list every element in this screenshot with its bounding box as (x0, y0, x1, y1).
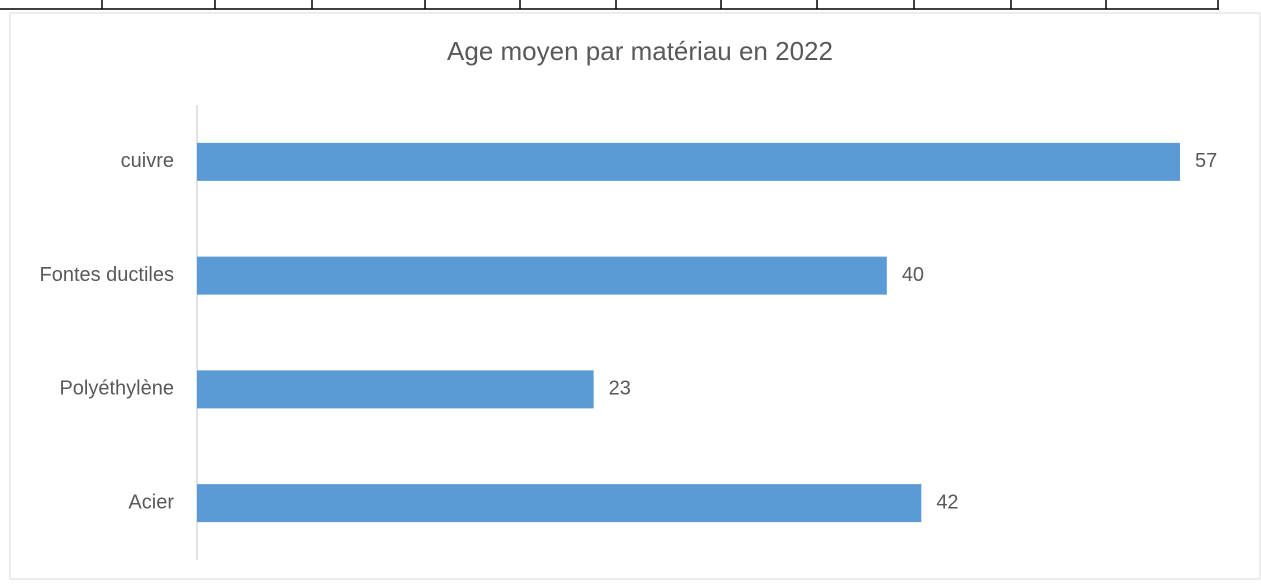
y-tick-label: Acier (128, 491, 174, 513)
bar (197, 256, 887, 295)
chart-title: Age moyen par matériau en 2022 (447, 36, 833, 66)
y-tick-label: cuivre (121, 150, 174, 172)
bar (197, 142, 1180, 181)
bar (197, 484, 922, 523)
data-label: 42 (936, 491, 958, 513)
chart-border (9, 12, 1261, 580)
data-label: 23 (609, 378, 631, 400)
bar (197, 370, 594, 409)
data-label: 40 (902, 264, 924, 286)
y-tick-label: Polyéthylène (59, 378, 174, 400)
y-tick-label: Fontes ductiles (39, 264, 174, 286)
data-label: 57 (1195, 150, 1217, 172)
table-strip (0, 0, 1219, 10)
